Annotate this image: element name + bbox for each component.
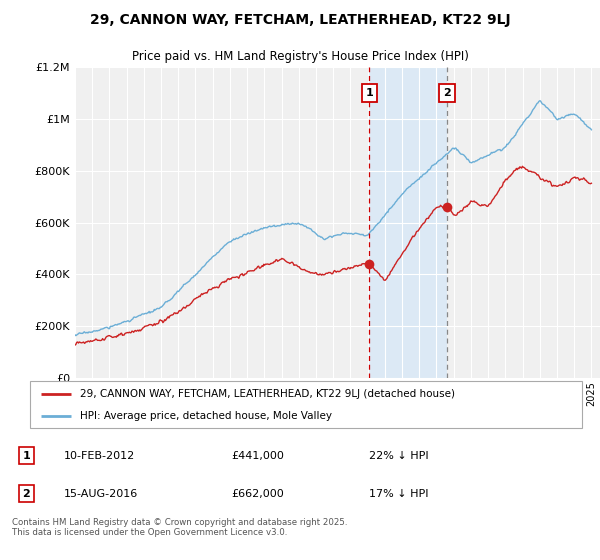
Text: 1: 1 <box>365 88 373 98</box>
Text: 2: 2 <box>443 88 451 98</box>
Text: Price paid vs. HM Land Registry's House Price Index (HPI): Price paid vs. HM Land Registry's House … <box>131 50 469 63</box>
Text: 17% ↓ HPI: 17% ↓ HPI <box>369 489 428 499</box>
Text: HPI: Average price, detached house, Mole Valley: HPI: Average price, detached house, Mole… <box>80 410 332 421</box>
Text: £662,000: £662,000 <box>231 489 284 499</box>
Bar <box>370 67 447 378</box>
Text: 15-AUG-2016: 15-AUG-2016 <box>64 489 138 499</box>
FancyBboxPatch shape <box>30 381 582 428</box>
Text: 22% ↓ HPI: 22% ↓ HPI <box>369 450 429 460</box>
Text: 10-FEB-2012: 10-FEB-2012 <box>64 450 135 460</box>
Text: Contains HM Land Registry data © Crown copyright and database right 2025.
This d: Contains HM Land Registry data © Crown c… <box>12 518 347 538</box>
Text: £441,000: £441,000 <box>231 450 284 460</box>
Text: 1: 1 <box>23 450 30 460</box>
Text: 29, CANNON WAY, FETCHAM, LEATHERHEAD, KT22 9LJ: 29, CANNON WAY, FETCHAM, LEATHERHEAD, KT… <box>89 13 511 27</box>
Text: 29, CANNON WAY, FETCHAM, LEATHERHEAD, KT22 9LJ (detached house): 29, CANNON WAY, FETCHAM, LEATHERHEAD, KT… <box>80 389 455 399</box>
Text: 2: 2 <box>23 489 30 499</box>
